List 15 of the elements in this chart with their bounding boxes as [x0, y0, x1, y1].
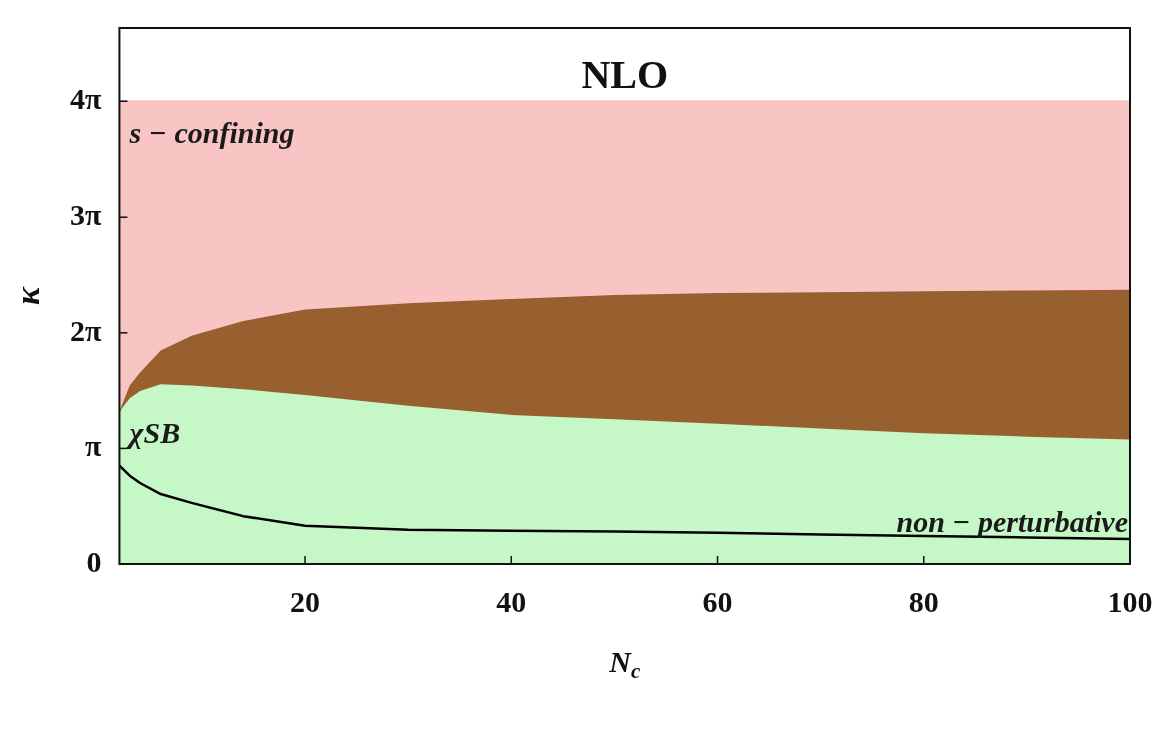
annotation: s − confining	[128, 115, 295, 149]
y-tick-label: 0	[86, 544, 102, 578]
y-tick-label: 3π	[70, 197, 102, 231]
x-tick-label: 60	[702, 584, 733, 618]
x-tick-label: 100	[1107, 584, 1153, 618]
annotation: non − perturbative	[896, 504, 1128, 538]
text: NLO	[581, 52, 669, 98]
x-tick-label: 20	[290, 584, 321, 618]
y-axis-title: κ	[8, 286, 46, 306]
y-tick-label: 2π	[70, 313, 102, 347]
x-tick-label: 40	[496, 584, 527, 618]
x-tick-label: 80	[908, 584, 939, 618]
y-tick-label: π	[85, 429, 102, 463]
annotation: χSB	[125, 416, 181, 450]
y-tick-label: 4π	[70, 82, 102, 116]
